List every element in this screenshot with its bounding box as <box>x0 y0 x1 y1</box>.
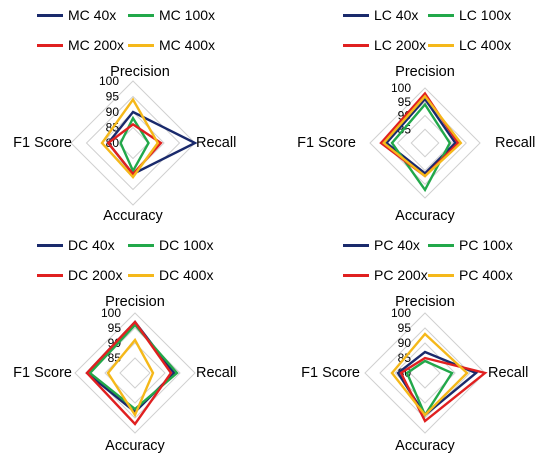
axis-label-f1-score: F1 Score <box>13 135 72 151</box>
axis-label-accuracy: Accuracy <box>103 208 163 224</box>
legend-swatch <box>128 14 154 17</box>
grid-ring <box>410 128 440 158</box>
legend-swatch <box>428 44 454 47</box>
legend-swatch <box>37 44 63 47</box>
radar-panel-mc: MC 40x MC 100x MC 200x MC 400x Precision… <box>0 0 275 230</box>
legend-label: MC 400x <box>159 37 216 53</box>
legend-swatch <box>343 14 369 17</box>
axis-label-f1-score: F1 Score <box>301 365 360 381</box>
axis-label-recall: Recall <box>488 365 528 381</box>
legend-label: MC 200x <box>68 37 125 53</box>
legend-label: PC 200x <box>374 267 428 283</box>
legend-swatch <box>343 274 369 277</box>
axis-label-precision: Precision <box>395 294 455 310</box>
legend-label: DC 40x <box>68 237 115 253</box>
tick-label: 95 <box>108 321 122 335</box>
legend-label: MC 100x <box>159 7 216 23</box>
grid-ring <box>379 327 471 419</box>
radar-panel-pc: PC 40x PC 100x PC 200x PC 400x Precision… <box>275 230 550 460</box>
tick-label: 100 <box>99 74 119 88</box>
series-polygon-lc-400x <box>382 94 463 178</box>
legend-label: PC 40x <box>374 237 420 253</box>
axis-label-precision: Precision <box>395 64 455 80</box>
legend-swatch <box>428 274 454 277</box>
radar-panel-lc: LC 40x LC 100x LC 200x LC 400x Precision… <box>275 0 550 230</box>
legend-swatch <box>343 244 369 247</box>
grid-ring <box>364 312 486 434</box>
tick-label: 100 <box>391 81 411 95</box>
axis-label-recall: Recall <box>495 135 535 151</box>
tick-label: 90 <box>398 336 412 350</box>
legend-swatch <box>37 244 63 247</box>
radar-chart-pc: Precision Recall Accuracy F1 Score 10095… <box>301 294 528 454</box>
grid-ring <box>369 87 481 199</box>
axis-label-precision: Precision <box>105 294 165 310</box>
tick-label: 95 <box>106 90 120 104</box>
axis-label-accuracy: Accuracy <box>395 208 455 224</box>
radar-chart-lc: Precision Recall Accuracy F1 Score 10095… <box>297 64 535 224</box>
axis-label-recall: Recall <box>196 135 236 151</box>
legend-label: PC 400x <box>459 267 513 283</box>
series-polygon-mc-400x <box>100 97 160 179</box>
axis-label-accuracy: Accuracy <box>105 438 165 454</box>
legend-swatch <box>128 244 154 247</box>
legend-label: LC 100x <box>459 7 512 23</box>
grid-ring <box>119 357 151 389</box>
radar-panel-dc: DC 40x DC 100x DC 200x DC 400x Precision… <box>0 230 275 460</box>
series-polygon-lc-100x <box>390 102 452 193</box>
axis-label-recall: Recall <box>196 365 236 381</box>
legend-swatch <box>37 14 63 17</box>
legend-label: LC 200x <box>374 37 427 53</box>
legend-swatch <box>428 244 454 247</box>
radar-chart-mc: Precision Recall Accuracy F1 Score 100 95… <box>13 64 236 224</box>
legend-label: DC 200x <box>68 267 123 283</box>
axis-label-accuracy: Accuracy <box>395 438 455 454</box>
series-polygon-mc-100x <box>119 115 150 174</box>
radar-chart-dc: Precision Recall Accuracy F1 Score 10095… <box>13 294 236 454</box>
legend-swatch <box>128 44 154 47</box>
grid-ring <box>409 357 441 389</box>
legend-label: DC 100x <box>159 237 214 253</box>
series-polygon-pc-200x <box>399 356 488 423</box>
legend-swatch <box>37 274 63 277</box>
tick-label: 95 <box>398 95 412 109</box>
legend-swatch <box>128 274 154 277</box>
tick-label: 100 <box>101 306 121 320</box>
series-polygon-dc-100x <box>88 323 179 411</box>
legend-swatch <box>343 44 369 47</box>
axis-label-f1-score: F1 Score <box>297 135 356 151</box>
axis-label-precision: Precision <box>110 64 170 80</box>
legend-label: LC 40x <box>374 7 419 23</box>
series-polygon-dc-200x <box>85 320 173 426</box>
grid-ring <box>70 80 196 206</box>
tick-label: 95 <box>398 321 412 335</box>
series-polygon-lc-40x <box>384 97 457 175</box>
tick-label: 90 <box>106 105 120 119</box>
tick-label: 100 <box>391 306 411 320</box>
legend-label: DC 400x <box>159 267 214 283</box>
series-polygon-pc-400x <box>390 332 469 417</box>
legend-label: MC 40x <box>68 7 117 23</box>
series-polygon-mc-200x <box>106 122 163 176</box>
legend-label: LC 400x <box>459 37 512 53</box>
tick-label: 80 <box>106 136 120 150</box>
legend-label: PC 100x <box>459 237 513 253</box>
axis-label-f1-score: F1 Score <box>13 365 72 381</box>
legend-swatch <box>428 14 454 17</box>
series-polygon-dc-400x <box>106 337 155 418</box>
grid-ring <box>74 312 196 434</box>
